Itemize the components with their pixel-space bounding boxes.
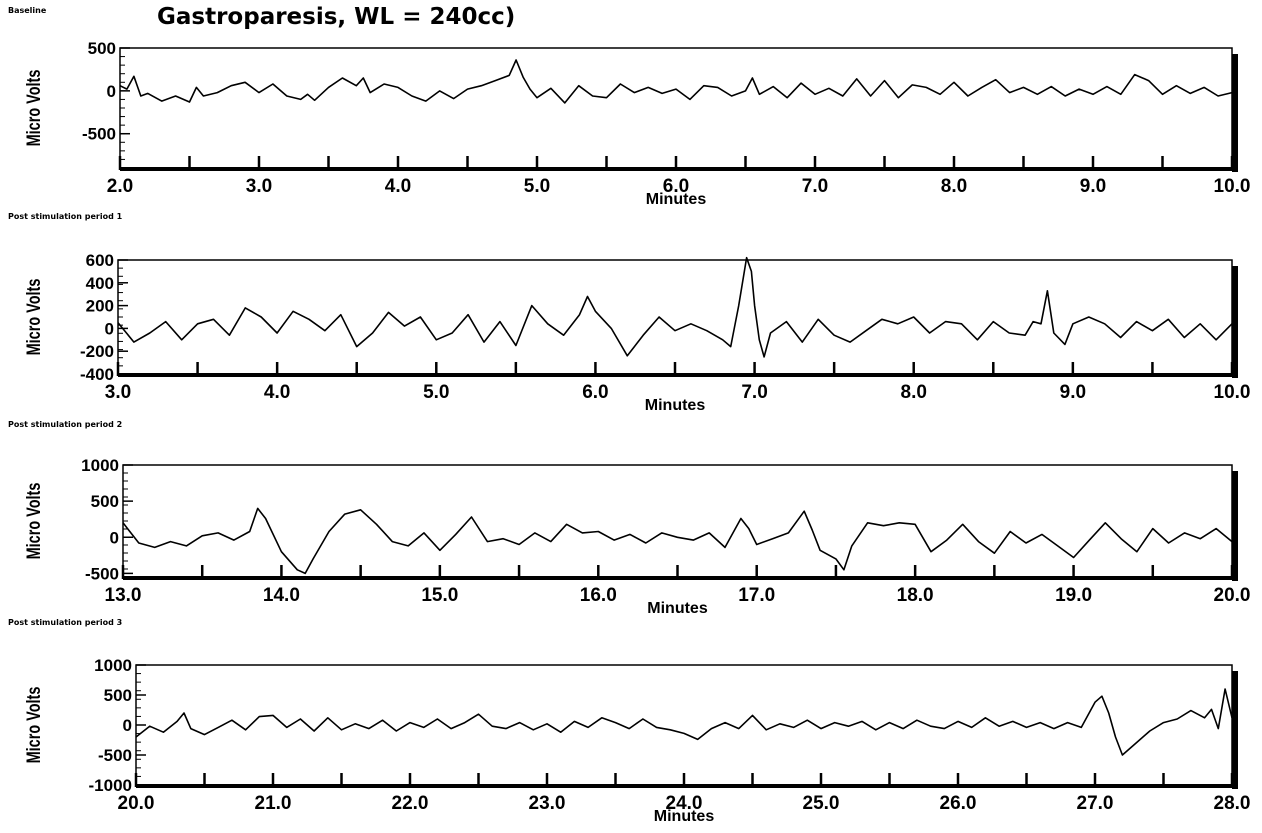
y-tick-label: -500	[85, 564, 119, 583]
x-tick-label: 23.0	[529, 793, 566, 814]
x-tick-label: 25.0	[803, 793, 840, 814]
y-tick-label: 0	[110, 528, 119, 547]
period-2-chart: 13.0 14.0 15.0 16.0 17.0 18.0 19.0 20.0 Minutes 1…	[22, 456, 1251, 617]
x-tick-label: 28.0	[1214, 793, 1251, 814]
x-tick-label: 20.0	[1214, 585, 1251, 606]
y-tick-label: -400	[80, 365, 114, 384]
x-tick-label: 6.0	[582, 382, 608, 403]
signal-line	[117, 256, 1233, 358]
x-tick-label: 9.0	[1080, 176, 1106, 197]
x-tick-label: 24.0	[666, 793, 703, 814]
x-tick-label: 13.0	[105, 585, 142, 606]
y-axis-label: Micro Volts	[22, 483, 45, 560]
x-axis-line	[118, 373, 1238, 377]
y-tick-label: -200	[80, 342, 114, 361]
right-axis-bar	[1232, 471, 1238, 581]
y-tick-label: -1000	[89, 776, 132, 795]
x-tick-label: 16.0	[580, 585, 617, 606]
x-tick-label: 3.0	[105, 382, 131, 403]
y-tick-label: 400	[86, 274, 114, 293]
x-axis-line	[136, 784, 1238, 788]
period-1-chart: 3.0 4.0 5.0 6.0 7.0 8.0 9.0 10.0 Minutes 600 400 20…	[22, 251, 1251, 414]
x-tick-label: 18.0	[897, 585, 934, 606]
x-tick-label: 10.0	[1214, 176, 1251, 197]
y-tick-label: -500	[82, 125, 116, 144]
y-tick-label: 600	[86, 251, 114, 270]
x-axis-label: Minutes	[647, 600, 708, 617]
right-axis-bar	[1232, 671, 1238, 789]
signal-line	[135, 688, 1233, 756]
x-axis-line	[123, 576, 1238, 580]
x-axis-label: Minutes	[654, 808, 715, 825]
y-tick-label: 200	[86, 297, 114, 316]
x-axis-line	[120, 167, 1238, 171]
x-tick-label: 22.0	[392, 793, 429, 814]
panel-label-period-2: Post stimulation period 2	[8, 420, 123, 429]
y-tick-label: 500	[88, 39, 116, 58]
y-tick-label: 0	[105, 319, 114, 338]
signal-line	[122, 507, 1233, 575]
x-tick-label: 15.0	[421, 585, 458, 606]
y-tick-label: 0	[123, 716, 132, 735]
x-tick-label: 20.0	[118, 793, 155, 814]
y-tick-label: 500	[91, 492, 119, 511]
panel-label-period-1: Post stimulation period 1	[8, 212, 123, 221]
y-axis-label: Micro Volts	[22, 70, 45, 147]
x-tick-label: 14.0	[263, 585, 300, 606]
x-tick-label: 19.0	[1055, 585, 1092, 606]
x-axis-label: Minutes	[646, 191, 707, 208]
y-tick-label: 1000	[81, 456, 119, 475]
x-tick-label: 9.0	[1060, 382, 1086, 403]
x-tick-label: 7.0	[741, 382, 767, 403]
right-axis-bar	[1232, 266, 1238, 378]
y-tick-label: 500	[104, 686, 132, 705]
x-tick-label: 4.0	[264, 382, 290, 403]
panel-label-period-3: Post stimulation period 3	[8, 618, 123, 627]
y-tick-label: 1000	[94, 656, 132, 675]
x-tick-label: 27.0	[1077, 793, 1114, 814]
x-tick-label: 10.0	[1214, 382, 1251, 403]
chart-title: Gastroparesis, WL = 240cc)	[157, 4, 516, 30]
x-tick-label: 4.0	[385, 176, 411, 197]
right-axis-bar	[1232, 54, 1238, 172]
x-tick-label: 8.0	[941, 176, 967, 197]
y-tick-label: 0	[107, 82, 116, 101]
signal-line	[119, 59, 1233, 104]
y-axis-label: Micro Volts	[22, 279, 45, 356]
plot-frame	[135, 664, 1233, 786]
x-tick-label: 5.0	[524, 176, 550, 197]
x-tick-label: 7.0	[802, 176, 828, 197]
x-tick-label: 5.0	[423, 382, 449, 403]
x-tick-label: 2.0	[107, 176, 133, 197]
x-tick-label: 6.0	[663, 176, 689, 197]
x-tick-label: 21.0	[255, 793, 292, 814]
baseline-chart: 2.0 3.0 4.0 5.0 6.0 7.0 8.0 9.0 10.0 Minutes 500 0 -…	[22, 39, 1251, 208]
x-tick-label: 3.0	[246, 176, 272, 197]
x-tick-label: 8.0	[901, 382, 927, 403]
x-axis-label: Minutes	[645, 397, 706, 414]
panel-label-baseline: Baseline	[8, 6, 47, 15]
y-axis-label: Micro Volts	[22, 687, 45, 764]
y-tick-label: -500	[98, 746, 132, 765]
x-tick-label: 17.0	[738, 585, 775, 606]
x-tick-label: 26.0	[940, 793, 977, 814]
